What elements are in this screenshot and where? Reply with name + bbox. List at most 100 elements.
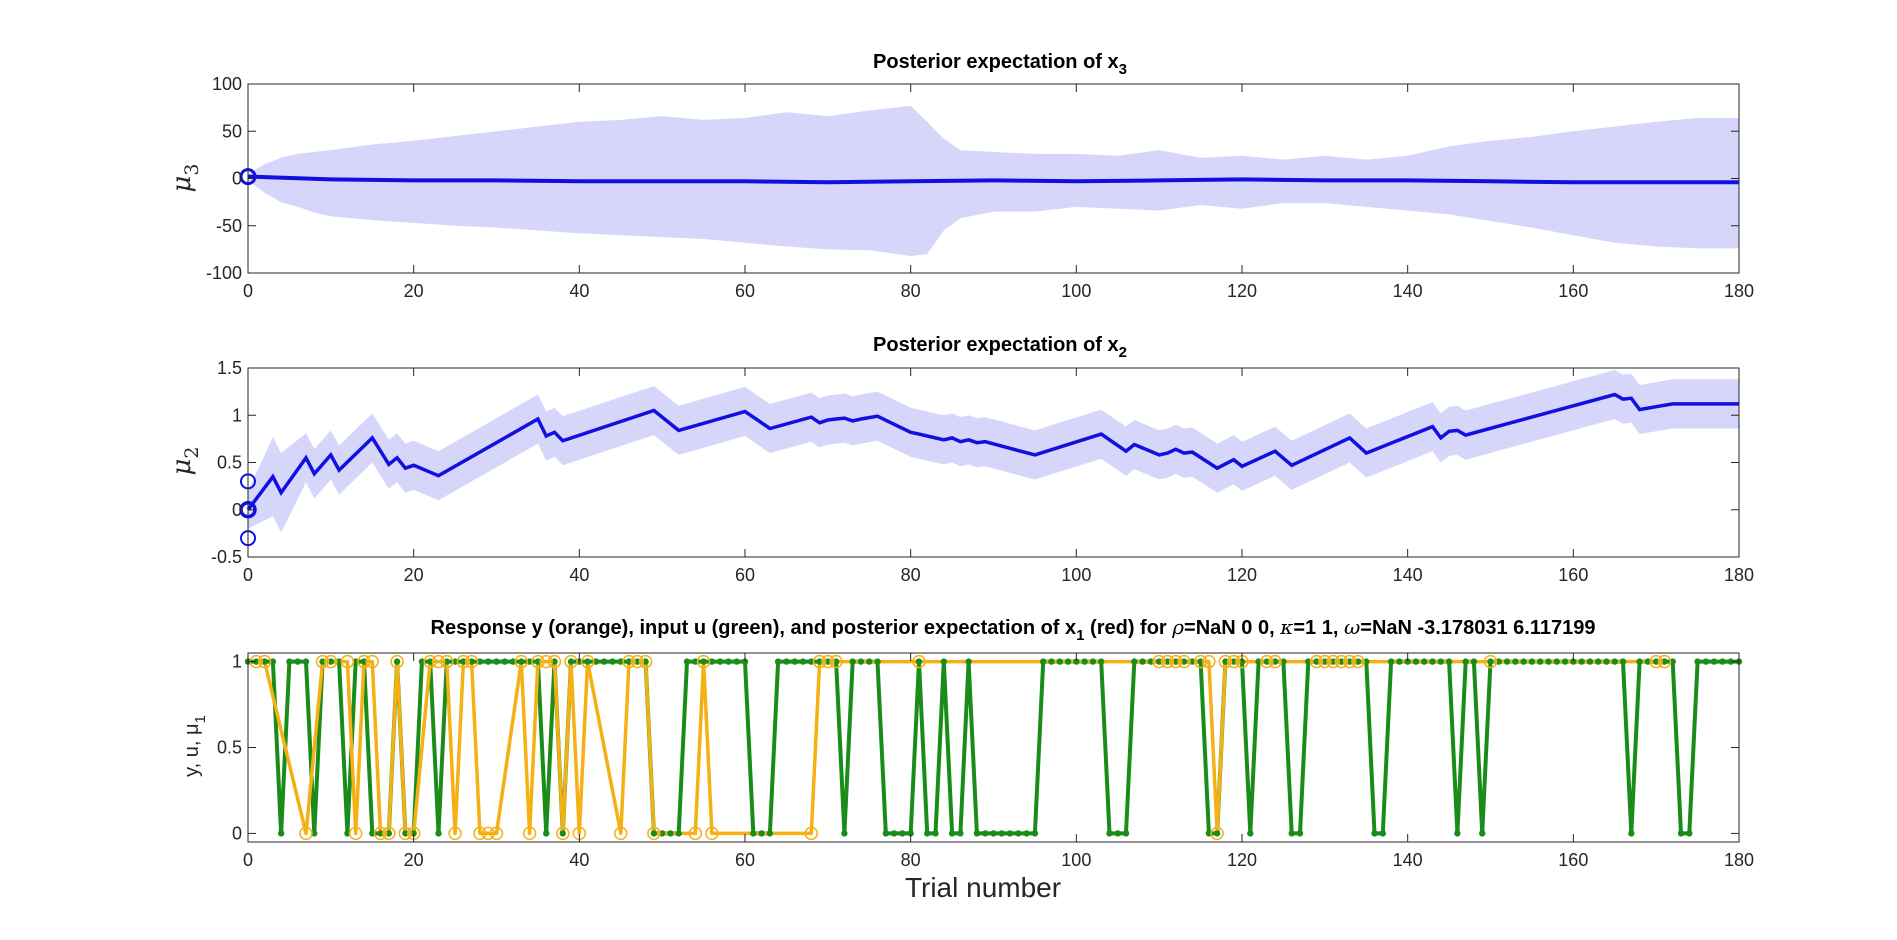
- input-u-point: [534, 658, 542, 665]
- panel-mu3-xtick-label: 0: [243, 281, 253, 301]
- input-u-point: [1238, 658, 1246, 665]
- input-u-point: [924, 830, 931, 837]
- input-u-point: [277, 830, 285, 837]
- input-u-point: [1470, 658, 1478, 665]
- input-u-point: [866, 658, 873, 665]
- panel-responses-xtick-label: 40: [569, 850, 589, 870]
- input-u-point: [625, 658, 633, 665]
- input-u-point: [857, 658, 865, 665]
- response-y-marker: [365, 654, 379, 669]
- input-u-point: [509, 658, 517, 665]
- response-y-marker: [647, 826, 661, 841]
- input-u-point: [1122, 830, 1130, 837]
- input-u-point: [708, 658, 716, 665]
- input-u-point: [692, 658, 699, 665]
- response-y-marker: [1268, 654, 1282, 669]
- input-u-point: [750, 830, 757, 837]
- input-u-point: [609, 658, 616, 665]
- input-u-point: [360, 658, 368, 665]
- input-u-point: [418, 658, 426, 665]
- input-u-point: [683, 658, 691, 665]
- panel-mu3-xtick-label: 40: [569, 281, 589, 301]
- input-u-point: [849, 658, 856, 665]
- input-u-point: [1280, 658, 1287, 665]
- input-u-point: [1180, 658, 1188, 665]
- input-u-point: [385, 830, 393, 837]
- input-u-point: [882, 830, 890, 837]
- panel-mu3-xtick-label: 120: [1227, 281, 1257, 301]
- response-y-marker: [1318, 654, 1332, 669]
- input-u-point: [410, 830, 417, 837]
- input-u-point: [261, 658, 268, 665]
- input-u-point: [1570, 658, 1577, 665]
- input-u-point: [932, 830, 939, 837]
- input-u-point: [1089, 658, 1097, 665]
- input-u-point: [725, 658, 732, 665]
- input-u-point: [1031, 830, 1039, 837]
- response-y-marker: [1177, 654, 1191, 669]
- panel-mu3-title: Posterior expectation of x3: [873, 51, 1127, 78]
- input-u-point: [1594, 658, 1602, 665]
- panel-mu2-xtick-label: 40: [569, 565, 589, 585]
- panel-mu2-ytick-label: 1.5: [217, 358, 242, 378]
- panel-mu3-ytick-label: 100: [212, 74, 242, 94]
- panel-mu3-xtick-label: 160: [1558, 281, 1588, 301]
- input-u-point: [650, 830, 658, 837]
- input-u-point: [402, 830, 409, 837]
- response-y-marker: [489, 826, 504, 841]
- input-u-point: [832, 658, 840, 665]
- input-u-point: [1172, 658, 1179, 665]
- input-u-point: [965, 658, 972, 665]
- x-axis-label: Trial number: [905, 872, 1061, 903]
- response-y-marker: [688, 826, 703, 841]
- input-u-point: [1421, 658, 1428, 665]
- input-u-point: [1586, 658, 1594, 665]
- panel-responses-xtick-label: 180: [1724, 850, 1754, 870]
- input-u-point: [1669, 658, 1676, 665]
- input-u-point: [799, 658, 807, 665]
- input-u-point: [1503, 658, 1511, 665]
- panel-responses-xtick-label: 60: [735, 850, 755, 870]
- mu2-uncertainty-band: [248, 369, 1739, 533]
- panel-responses-xtick-label: 80: [901, 850, 921, 870]
- response-y-marker: [614, 826, 628, 841]
- response-y-marker: [398, 826, 413, 841]
- input-u-point: [435, 830, 442, 837]
- panel-responses-xticks: 0 20 40 60 80 100 120 140 160 180: [243, 653, 1754, 870]
- input-u-point: [1396, 658, 1403, 665]
- input-u-point: [1363, 658, 1370, 665]
- input-u-point: [352, 658, 359, 665]
- input-u-point: [1387, 658, 1395, 665]
- response-y-marker: [1152, 654, 1166, 669]
- panel-mu3-ytick-label: 50: [222, 121, 242, 141]
- panel-mu2-xtick-label: 120: [1227, 565, 1257, 585]
- input-u-point: [1487, 658, 1494, 665]
- input-u-point: [1139, 658, 1146, 665]
- input-u-point: [1404, 658, 1411, 665]
- input-u-point: [1619, 658, 1627, 665]
- panel-mu3-plot: [239, 83, 1740, 274]
- input-u-point: [377, 830, 384, 837]
- input-u-point: [982, 830, 989, 837]
- panel-mu2-xtick-label: 180: [1724, 565, 1754, 585]
- response-y-marker: [522, 826, 537, 841]
- input-u-point: [1329, 658, 1337, 665]
- input-u-point: [1271, 658, 1279, 665]
- input-u-point: [658, 830, 666, 837]
- response-y-marker: [1202, 654, 1216, 669]
- input-u-point: [1445, 658, 1453, 665]
- response-y-marker: [1657, 654, 1672, 669]
- input-u-point: [1305, 658, 1312, 665]
- input-u-point: [890, 830, 898, 837]
- response-y-marker: [556, 826, 570, 841]
- input-u-point: [1015, 830, 1022, 837]
- input-u-point: [990, 830, 997, 837]
- panel-mu3-ytick-label: -100: [206, 263, 242, 283]
- panel-mu2-ylabel: μ2: [167, 447, 203, 476]
- response-y-marker: [257, 654, 272, 669]
- response-y-marker: [1309, 654, 1324, 669]
- input-u-point: [642, 658, 649, 665]
- input-u-point: [1379, 830, 1387, 837]
- input-u-point: [311, 830, 318, 837]
